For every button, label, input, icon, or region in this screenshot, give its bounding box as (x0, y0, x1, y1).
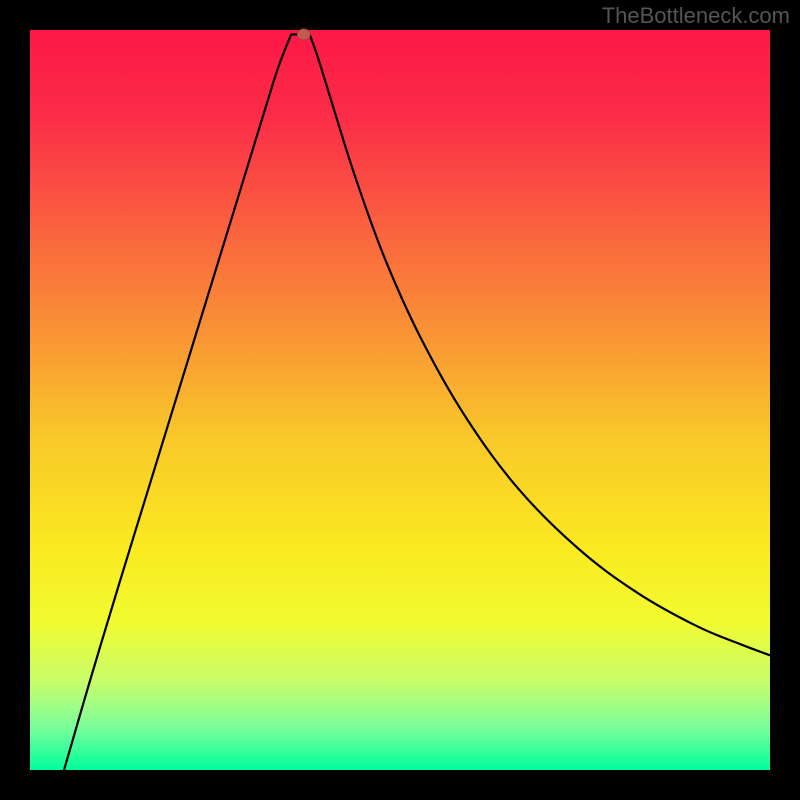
watermark-text: TheBottleneck.com (602, 3, 790, 29)
bottleneck-chart (0, 0, 800, 800)
optimum-marker (297, 29, 310, 40)
plot-background (30, 30, 770, 770)
chart-container: TheBottleneck.com (0, 0, 800, 800)
